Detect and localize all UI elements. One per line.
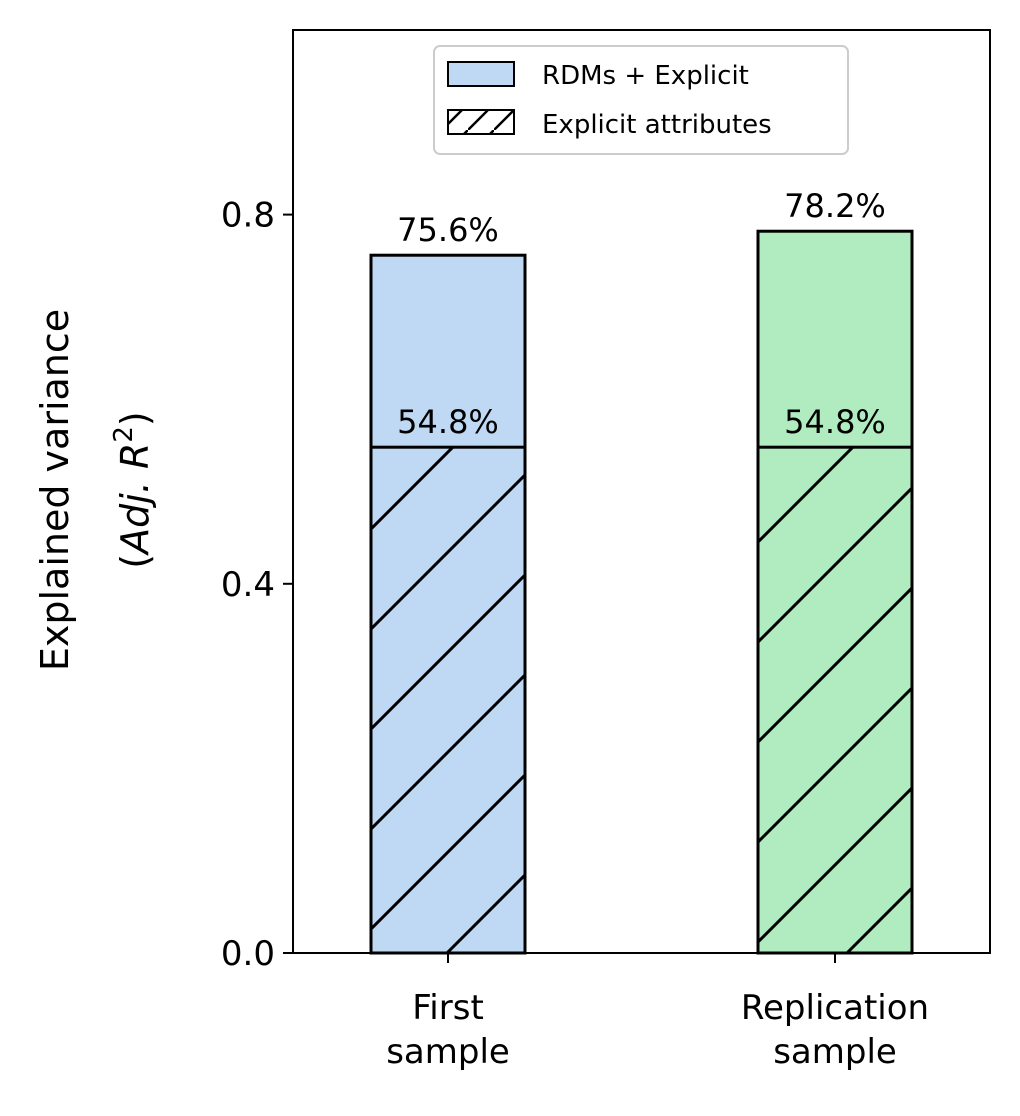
y-axis-label-close-paren: ) (113, 411, 157, 426)
y-tick-label-2: 0.4 (221, 565, 275, 605)
legend-label-explicit-attributes: Explicit attributes (542, 110, 772, 140)
plot-frame (292, 29, 991, 954)
x-tick-label-2: Replication sample (741, 988, 929, 1072)
data-label-explicit-attributes-1: 54.8% (397, 403, 499, 441)
bar-explicit-attributes-1 (369, 445, 527, 955)
legend: RDMs + Explicit Explicit attributes (433, 45, 849, 155)
legend-swatch-explicit-attributes (447, 109, 515, 135)
x-tick-label-1: First sample (386, 988, 510, 1072)
y-axis: 0.0 0.4 0.8 (221, 196, 293, 974)
legend-label-rdms-explicit: RDMs + Explicit (542, 61, 749, 91)
data-label-explicit-attributes-2: 54.8% (784, 403, 886, 441)
x-axis: First sample Replication sample (386, 953, 929, 1072)
y-tick-label-1: 0.0 (221, 934, 275, 974)
plot-area: 75.6% 54.8% 78.2% 54.8% (292, 29, 991, 955)
y-axis-label: Explained variance (Adj. R2) (33, 309, 157, 671)
y-axis-label-superscript: 2 (109, 426, 139, 443)
y-axis-label-line1: Explained variance (33, 309, 77, 671)
y-axis-label-line2: (Adj. R2) (109, 411, 157, 568)
legend-frame (433, 45, 849, 155)
data-label-rdms-explicit-1: 75.6% (397, 211, 499, 249)
y-axis-label-italic: Adj. R (113, 443, 157, 557)
y-tick-label-3: 0.8 (221, 196, 275, 236)
legend-swatch-rdms-explicit (447, 61, 515, 87)
y-axis-label-open-paren: ( (113, 554, 157, 569)
data-label-rdms-explicit-2: 78.2% (784, 187, 886, 225)
bar-explicit-attributes-2 (756, 445, 914, 955)
